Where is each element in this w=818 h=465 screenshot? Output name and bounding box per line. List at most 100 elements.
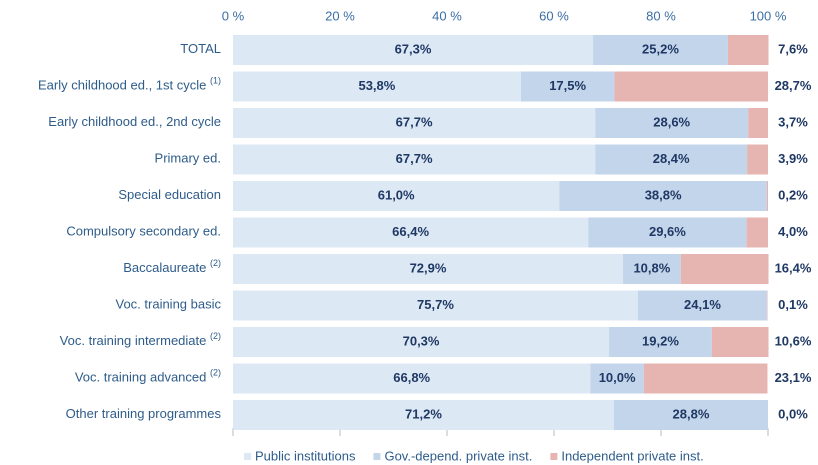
legend-label: Gov.-depend. private inst. xyxy=(384,448,532,463)
bar-segment xyxy=(590,363,644,394)
bar-segment xyxy=(233,181,560,211)
category-note: (1) xyxy=(210,76,221,86)
value-label: 0,0% xyxy=(778,406,808,421)
x-tick-label: 60 % xyxy=(539,8,569,23)
bar-segment xyxy=(559,181,767,211)
x-tick-label: 40 % xyxy=(432,8,462,23)
value-label: 4,0% xyxy=(778,224,808,239)
value-label: 28,4% xyxy=(653,151,690,166)
category-label: Voc. training intermediate (2) xyxy=(60,331,221,348)
category-name: Voc. training basic xyxy=(115,297,221,312)
value-label: 23,1% xyxy=(775,370,812,385)
bar-segment xyxy=(766,290,768,321)
value-label: 70,3% xyxy=(403,333,440,348)
bar-segment xyxy=(233,217,589,248)
bar-segment xyxy=(727,35,769,65)
value-label: 16,4% xyxy=(775,260,812,275)
bar-segment xyxy=(595,144,748,175)
value-label: 17,5% xyxy=(549,78,586,93)
category-name: Voc. training advanced xyxy=(75,370,207,385)
category-name: Compulsory secondary ed. xyxy=(66,224,221,239)
value-label: 24,1% xyxy=(684,297,721,312)
bar-segment xyxy=(643,363,768,394)
category-name: Early childhood ed., 2nd cycle xyxy=(48,114,221,129)
legend-swatch xyxy=(373,453,381,460)
value-label: 10,6% xyxy=(775,333,812,348)
category-label: Compulsory secondary ed. xyxy=(66,224,221,239)
x-tick-label: 0 % xyxy=(222,8,245,23)
value-label: 7,6% xyxy=(778,41,808,56)
bar-segment xyxy=(614,71,768,102)
category-name: Special education xyxy=(118,187,221,202)
value-label: 28,8% xyxy=(673,406,710,421)
value-label: 67,7% xyxy=(396,114,433,129)
bar-segment xyxy=(711,327,769,357)
category-note: (2) xyxy=(210,331,221,341)
value-label: 28,6% xyxy=(653,114,690,129)
value-label: 3,7% xyxy=(778,114,808,129)
category-name: Primary ed. xyxy=(155,151,221,166)
bar-segment xyxy=(595,108,749,138)
category-label: Voc. training advanced (2) xyxy=(75,368,221,385)
bar-segment xyxy=(233,144,596,175)
category-label: Baccalaureate (2) xyxy=(123,258,221,275)
category-note: (2) xyxy=(210,258,221,268)
bar-segment xyxy=(588,217,747,248)
category-name: Other training programmes xyxy=(66,406,222,421)
value-label: 67,7% xyxy=(396,151,433,166)
value-label: 71,2% xyxy=(405,406,442,421)
value-label: 66,8% xyxy=(393,370,430,385)
bar-segment xyxy=(766,181,768,211)
category-name: Early childhood ed., 1st cycle xyxy=(38,78,206,93)
value-label: 67,3% xyxy=(395,41,432,56)
legend-label: Public institutions xyxy=(255,448,356,463)
value-label: 66,4% xyxy=(392,224,429,239)
value-label: 29,6% xyxy=(649,224,686,239)
value-label: 53,8% xyxy=(358,78,395,93)
bar-segment xyxy=(233,400,614,430)
bar-segment xyxy=(623,254,681,284)
legend-label: Independent private inst. xyxy=(561,448,703,463)
bar-segment xyxy=(233,327,610,357)
bar-segment xyxy=(748,108,768,138)
category-name: Voc. training intermediate xyxy=(60,333,207,348)
value-label: 28,7% xyxy=(775,78,812,93)
bar-segment xyxy=(747,144,768,175)
bar-segment xyxy=(520,71,615,102)
category-name: Baccalaureate xyxy=(123,260,206,275)
value-label: 0,2% xyxy=(778,187,808,202)
bar-segment xyxy=(593,35,728,65)
category-label: TOTAL xyxy=(180,41,221,56)
bar-segment xyxy=(233,363,591,394)
value-label: 0,1% xyxy=(778,297,808,312)
category-label: Early childhood ed., 2nd cycle xyxy=(48,114,221,129)
category-name: TOTAL xyxy=(180,41,221,56)
value-label: 19,2% xyxy=(642,333,679,348)
value-label: 61,0% xyxy=(378,187,415,202)
bar-segment xyxy=(613,400,768,430)
value-label: 75,7% xyxy=(417,297,454,312)
bar-segment xyxy=(680,254,769,284)
bar-segment xyxy=(233,108,596,138)
bar-segment xyxy=(233,290,638,321)
legend-swatch xyxy=(244,453,251,460)
value-label: 72,9% xyxy=(410,260,447,275)
bar-segment xyxy=(233,35,594,65)
x-tick-label: 80 % xyxy=(646,8,676,23)
bar-segment xyxy=(637,290,767,321)
bar-segment xyxy=(746,217,768,248)
category-note: (2) xyxy=(210,368,221,378)
value-label: 3,9% xyxy=(778,151,808,166)
category-label: Voc. training basic xyxy=(115,297,221,312)
value-label: 38,8% xyxy=(645,187,682,202)
value-label: 25,2% xyxy=(642,41,679,56)
category-label: Special education xyxy=(118,187,221,202)
category-label: Other training programmes xyxy=(66,406,222,421)
value-label: 10,8% xyxy=(633,260,670,275)
value-label: 10,0% xyxy=(599,370,636,385)
bar-segment xyxy=(609,327,712,357)
category-label: Primary ed. xyxy=(155,151,221,166)
category-label: Early childhood ed., 1st cycle (1) xyxy=(38,76,221,93)
x-tick-label: 20 % xyxy=(325,8,355,23)
